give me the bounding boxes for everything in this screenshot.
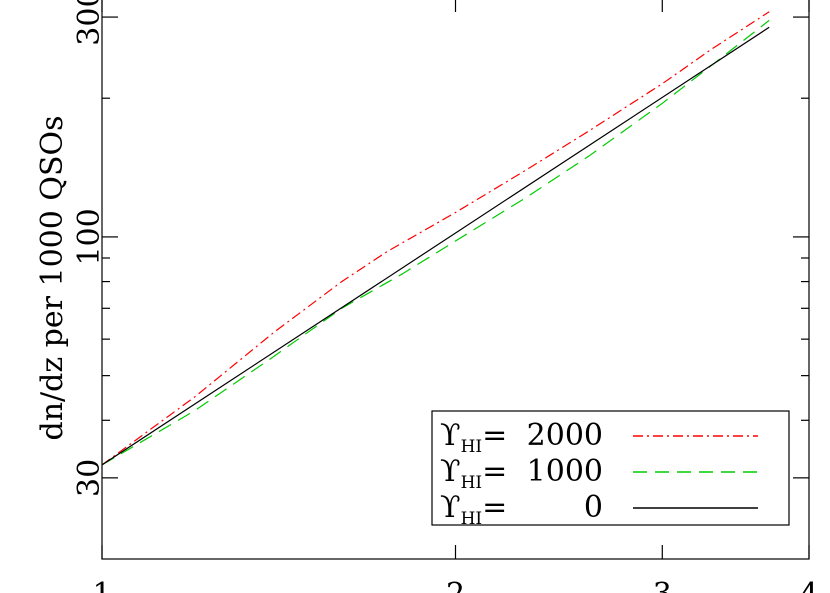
legend-symbol: ϒ <box>440 490 461 525</box>
series-line-0 <box>101 26 770 466</box>
legend-equals: = <box>482 490 507 525</box>
y-tick-label: 30 <box>72 459 107 497</box>
x-axis-ticks: 1 2 3 4 <box>92 0 819 593</box>
legend-equals: = <box>482 418 507 453</box>
legend-value: 2000 <box>527 418 603 453</box>
legend-label: ϒHI= <box>440 490 507 529</box>
y-axis-ticks: 30 100 300 <box>72 0 809 497</box>
legend-symbol: ϒ <box>440 454 461 489</box>
legend-label: ϒHI= <box>440 418 507 457</box>
x-tick-label: 4 <box>799 577 818 593</box>
legend-equals: = <box>482 454 507 489</box>
legend-value: 1000 <box>527 454 603 489</box>
y-tick-label: 100 <box>72 208 107 265</box>
legend-subscript: HI <box>461 437 483 457</box>
legend-label: ϒHI= <box>440 454 507 493</box>
legend-subscript: HI <box>461 473 483 493</box>
x-tick-label: 3 <box>653 577 672 593</box>
legend-value: 0 <box>584 490 603 525</box>
series-layer <box>101 11 770 466</box>
x-tick-label: 1 <box>92 577 111 593</box>
series-line-1000 <box>101 19 770 466</box>
legend-symbol: ϒ <box>440 418 461 453</box>
series-line-2000 <box>101 11 770 466</box>
legend-subscript: HI <box>461 509 483 529</box>
legend-box <box>431 410 790 526</box>
y-axis-label: dn/dz per 1000 QSOs <box>35 115 70 440</box>
y-tick-label: 300 <box>72 0 107 46</box>
x-tick-label: 2 <box>446 577 465 593</box>
